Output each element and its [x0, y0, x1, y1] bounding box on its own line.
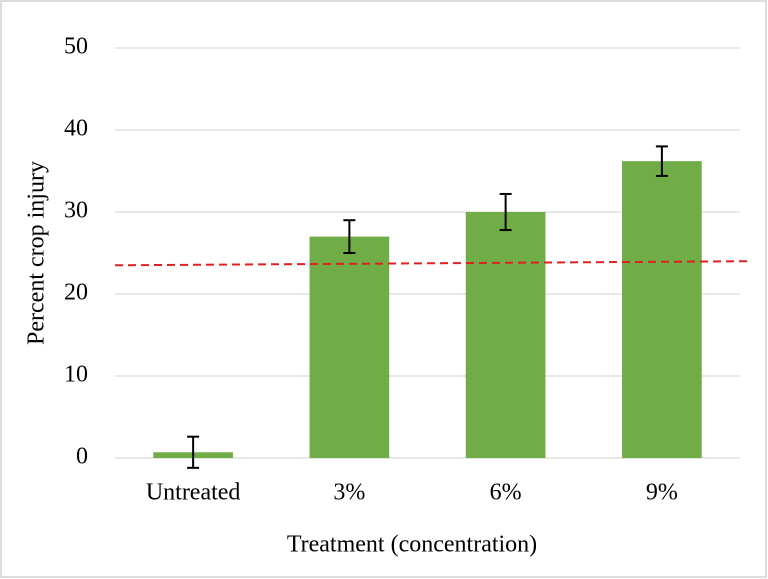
error-bar — [499, 192, 512, 232]
error-bar — [187, 435, 200, 469]
error-bar — [343, 219, 356, 254]
y-tick-label: 10 — [64, 362, 88, 388]
y-tick-label: 20 — [64, 280, 88, 306]
bar — [465, 212, 546, 458]
y-tick-label: 40 — [64, 116, 88, 142]
y-tick-label: 0 — [76, 444, 88, 470]
x-tick-label: 3% — [333, 480, 365, 506]
bar — [622, 161, 702, 458]
reference-line — [114, 260, 751, 267]
bar — [309, 236, 390, 458]
y-tick-label: 50 — [64, 34, 88, 60]
error-bar — [655, 145, 668, 177]
x-axis-label: Treatment (concentration) — [287, 532, 537, 558]
y-axis-label: Percent crop injury — [24, 161, 50, 345]
x-tick-label: Untreated — [146, 480, 241, 506]
x-tick-label: 9% — [646, 480, 678, 506]
y-tick-label: 30 — [64, 198, 88, 224]
x-tick-label: 6% — [490, 480, 522, 506]
